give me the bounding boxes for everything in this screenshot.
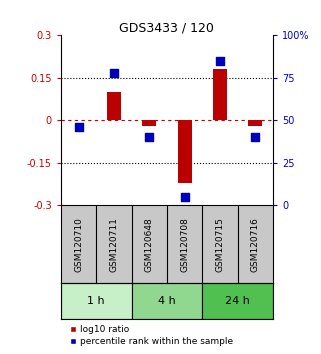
- Title: GDS3433 / 120: GDS3433 / 120: [119, 21, 214, 34]
- Legend: log10 ratio, percentile rank within the sample: log10 ratio, percentile rank within the …: [65, 321, 237, 349]
- Point: [76, 124, 81, 130]
- Text: GSM120715: GSM120715: [215, 217, 224, 272]
- Bar: [132, 283, 202, 319]
- Bar: [213, 69, 227, 120]
- Text: 24 h: 24 h: [225, 296, 250, 306]
- Text: 4 h: 4 h: [158, 296, 176, 306]
- Text: GSM120711: GSM120711: [109, 217, 118, 272]
- Point: [253, 135, 258, 140]
- Text: GSM120710: GSM120710: [74, 217, 83, 272]
- Text: 1 h: 1 h: [88, 296, 105, 306]
- Text: GSM120708: GSM120708: [180, 217, 189, 272]
- Text: GSM120648: GSM120648: [145, 217, 154, 272]
- Point: [147, 135, 152, 140]
- Bar: [61, 283, 132, 319]
- Point: [182, 194, 187, 200]
- Bar: [178, 120, 192, 183]
- Bar: [202, 283, 273, 319]
- Bar: [248, 120, 262, 126]
- Point: [111, 70, 117, 76]
- Text: GSM120716: GSM120716: [251, 217, 260, 272]
- Bar: [142, 120, 156, 126]
- Bar: [107, 92, 121, 120]
- Point: [217, 58, 222, 64]
